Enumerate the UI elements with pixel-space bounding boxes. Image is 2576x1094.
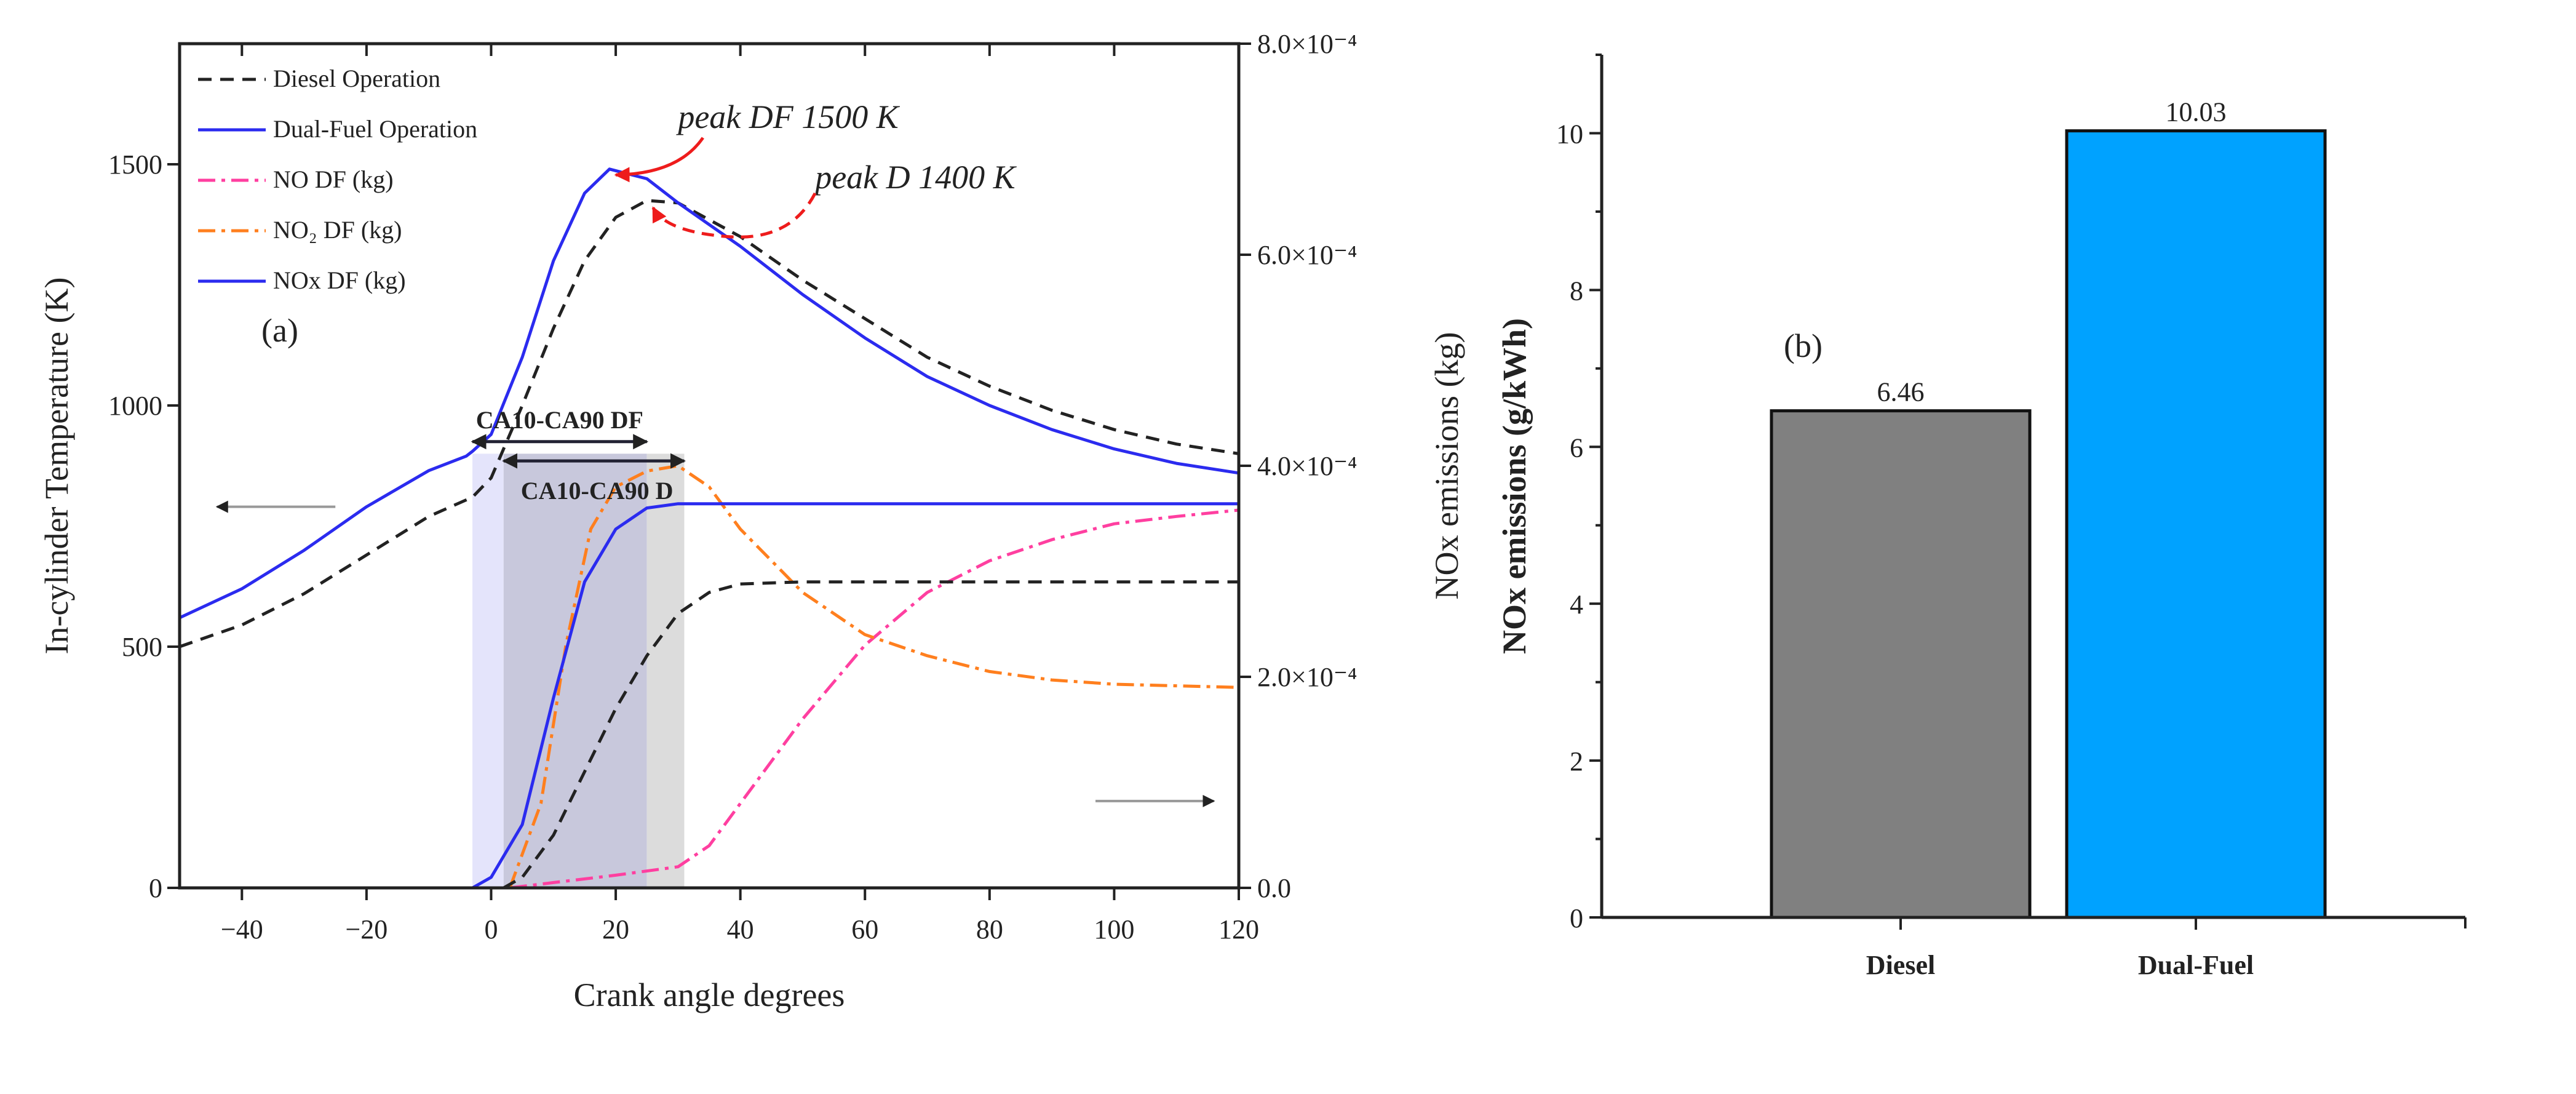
x-tick-label: 100 <box>1094 914 1134 944</box>
series-line-2 <box>509 508 1239 890</box>
peak-annotation-0: peak DF 1500 K <box>675 98 900 135</box>
legend-label: NO DF (kg) <box>273 166 394 193</box>
panel-a-xlabel: Crank angle degrees <box>574 976 845 1013</box>
legend-label: Diesel Operation <box>273 65 440 92</box>
bar-dual-fuel <box>2065 129 2327 919</box>
panel-b-bar-chart: 6.46 Diesel 10.03 Dual-Fuel 0 2 4 6 8 10 <box>1556 54 2467 980</box>
legend-label: NOx DF (kg) <box>273 266 406 294</box>
y-tick-label: 0 <box>149 873 162 903</box>
x-tick-label: −40 <box>221 914 263 944</box>
x-tick-label: 80 <box>976 914 1003 944</box>
y-tick-label: 6 <box>1570 433 1583 463</box>
y-tick-label: 4 <box>1570 589 1583 620</box>
shade-overlap <box>503 453 647 888</box>
y2-tick-label: 6.0×10⁻⁴ <box>1257 240 1357 270</box>
y2-tick-label: 2.0×10⁻⁴ <box>1257 662 1357 692</box>
shade-d <box>646 453 685 888</box>
panel-b-ylabel: NOx emissions (g/kWh) <box>1496 318 1533 654</box>
ca10-ca90-d-label: CA10-CA90 D <box>521 477 674 505</box>
legend-label: Dual-Fuel Operation <box>273 115 477 143</box>
peak-df-arrow-icon <box>614 137 704 183</box>
x-tick-label: Diesel <box>1866 950 1935 980</box>
x-tick-label: 0 <box>484 914 498 944</box>
x-tick-label: 40 <box>727 914 754 944</box>
peak-annotation-1: peak D 1400 K <box>813 159 1017 196</box>
series-line-1 <box>178 167 1239 620</box>
ca10-ca90-df-label: CA10-CA90 DF <box>476 406 643 434</box>
series-line-0 <box>179 199 1239 649</box>
y-tick-label: 500 <box>122 632 162 662</box>
x-tick-label: 60 <box>851 914 878 944</box>
bar-value-label: 6.46 <box>1877 377 1925 407</box>
panel-a-line-chart: −40 −20 0 20 40 60 80 100 120 0 500 1000 1500 0.0 2.0×… <box>108 29 1357 944</box>
panel-a-y2label: NOx emissions (kg) <box>1428 332 1465 600</box>
x-tick-label: −20 <box>345 914 388 944</box>
y-tick-label: 1000 <box>108 391 162 421</box>
y-tick-label: 10 <box>1556 119 1583 149</box>
y-tick-label: 0 <box>1570 903 1583 933</box>
shade-df <box>472 453 504 888</box>
peak-d-arrow-icon <box>651 192 817 239</box>
y2-tick-label: 8.0×10⁻⁴ <box>1257 29 1357 59</box>
y-tick-label: 1500 <box>108 150 162 180</box>
y2-tick-label: 0.0 <box>1257 873 1291 903</box>
series-line-3 <box>508 464 1239 888</box>
x-tick-label: 120 <box>1218 914 1259 944</box>
y-tick-label: 2 <box>1570 746 1583 777</box>
y-tick-label: 8 <box>1570 276 1583 306</box>
panel-b-label: (b) <box>1784 327 1823 364</box>
y2-tick-label: 4.0×10⁻⁴ <box>1257 451 1357 481</box>
x-tick-label: 20 <box>602 914 629 944</box>
panel-a-ylabel: In-cylinder Temperature (K) <box>38 277 75 655</box>
panel-a-label: (a) <box>261 312 298 349</box>
series-line-4 <box>471 502 1239 890</box>
bar-diesel <box>1770 409 2032 919</box>
bar-value-label: 10.03 <box>2166 97 2227 127</box>
series-line-5 <box>503 580 1239 890</box>
legend-label: NO₂ DF (kg) <box>273 216 402 244</box>
x-tick-label: Dual-Fuel <box>2138 950 2254 980</box>
